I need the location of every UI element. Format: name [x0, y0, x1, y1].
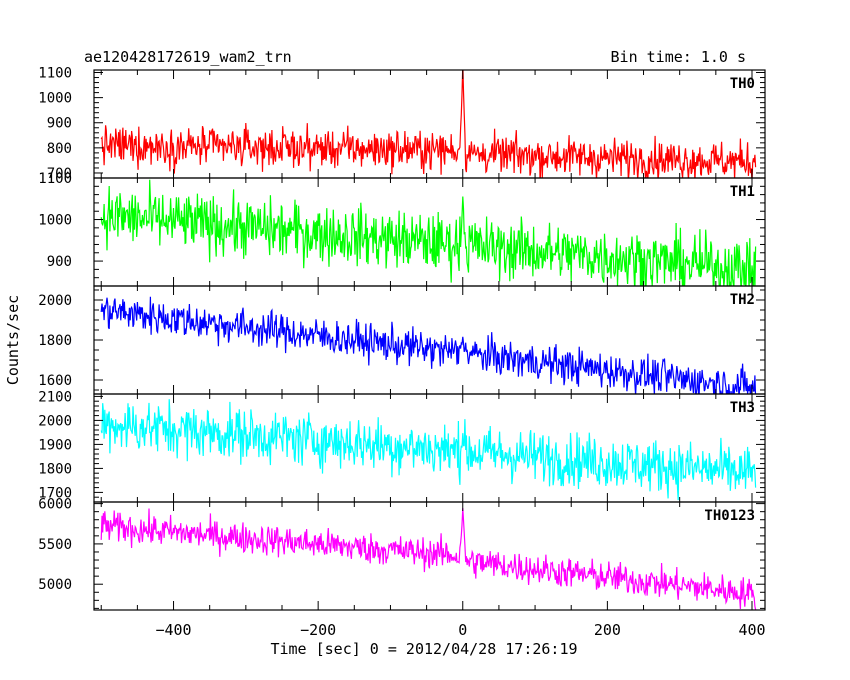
series-line-th3 [100, 399, 757, 501]
panel-th0123: 5000 5500 6000 TH0123 [38, 497, 766, 611]
panel-label-th2: TH2 [730, 292, 755, 308]
panels-group: 700 800 900 1000 1100 TH0 900 1000 1100 TH1 1600 18… [38, 66, 766, 639]
y-tick-label: 1800 [38, 333, 72, 349]
y-tick-label: 5500 [38, 537, 72, 553]
y-tick-label: 1000 [38, 91, 72, 107]
x-tick-label: 0 [458, 621, 467, 639]
y-tick-label: 2000 [38, 413, 72, 429]
series-line-th2 [100, 296, 757, 394]
x-tick-label: 200 [594, 621, 621, 639]
y-tick-label: 800 [47, 141, 72, 157]
series-line-th1 [100, 179, 757, 286]
panel-label-th1: TH1 [730, 184, 755, 200]
y-tick-label: 2100 [38, 389, 72, 405]
y-tick-label: 1600 [38, 373, 72, 389]
x-axis-label: Time [sec] 0 = 2012/04/28 17:26:19 [270, 640, 577, 658]
y-tick-label: 1900 [38, 437, 72, 453]
y-tick-label: 1800 [38, 461, 72, 477]
bin-time-label: Bin time: 1.0 s [611, 48, 746, 66]
y-tick-label: 900 [47, 254, 72, 270]
y-tick-label: 700 [47, 166, 72, 182]
panel-frame [93, 501, 766, 611]
y-tick-label: 1100 [38, 66, 72, 82]
y-tick-label: 900 [47, 116, 72, 132]
y-tick-label: 5000 [38, 577, 72, 593]
y-tick-label: 1000 [38, 213, 72, 229]
panel-th3: 1700 1800 1900 2000 2100 TH3 [38, 389, 766, 503]
y-tick-label: 1700 [38, 485, 72, 501]
panel-th2: 1600 1800 2000 TH2 [38, 285, 766, 395]
panel-label-th0: TH0 [730, 76, 755, 92]
panel-label-th3: TH3 [730, 400, 755, 416]
y-axis-label: Counts/sec [4, 295, 22, 385]
chart-title: ae120428172619_wam2_trn [84, 48, 292, 66]
x-tick-label: 400 [738, 621, 765, 639]
y-tick-label: 2000 [38, 293, 72, 309]
y-tick-label: 6000 [38, 497, 72, 513]
x-tick-label: −200 [300, 621, 336, 639]
series-line-th0123 [100, 508, 757, 610]
series-line-th0 [100, 70, 757, 178]
panel-th1: 900 1000 1100 TH1 [38, 171, 766, 287]
panel-th0: 700 800 900 1000 1100 TH0 [38, 66, 766, 182]
y-tick-label: 1100 [38, 171, 72, 187]
x-tick-label: −400 [155, 621, 191, 639]
panel-label-th0123: TH0123 [704, 508, 755, 524]
